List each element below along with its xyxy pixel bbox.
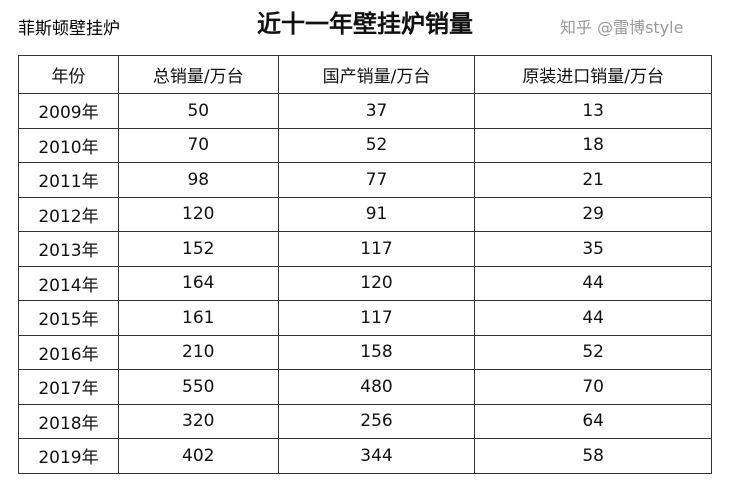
- table-row: 2017年 550 480 70: [18, 369, 712, 405]
- year-cell: 2010年: [18, 127, 119, 163]
- table-row: 2015年 161 117 44: [18, 300, 712, 336]
- table-row: 2011年 98 77 21: [18, 162, 712, 198]
- import-cell: 29: [474, 196, 712, 232]
- total-cell: 320: [117, 403, 279, 439]
- table-title: 近十一年壁挂炉销量: [257, 10, 473, 38]
- sales-table: 年份 总销量/万台 国产销量/万台 原装进口销量/万台 2009年 50 37 13 2…: [18, 55, 712, 474]
- total-cell: 550: [117, 369, 279, 405]
- domestic-cell: 117: [277, 231, 476, 267]
- domestic-cell: 120: [277, 265, 476, 301]
- domestic-cell: 117: [277, 300, 476, 336]
- import-cell: 44: [474, 265, 712, 301]
- header-row: 年份 总销量/万台 国产销量/万台 原装进口销量/万台: [18, 55, 712, 94]
- table-row: 2019年 402 344 58: [18, 438, 712, 474]
- total-cell: 210: [117, 334, 279, 370]
- total-cell: 402: [117, 438, 279, 474]
- overlay-caption: 菲斯顿壁挂炉: [18, 19, 120, 39]
- year-cell: 2016年: [18, 334, 119, 370]
- table-row: 2013年 152 117 35: [18, 231, 712, 267]
- import-cell: 52: [474, 334, 712, 370]
- import-cell: 35: [474, 231, 712, 267]
- total-cell: 70: [117, 127, 279, 163]
- header-total: 总销量/万台: [117, 55, 279, 94]
- table-row: 2012年 120 91 29: [18, 196, 712, 232]
- import-cell: 64: [474, 403, 712, 439]
- import-cell: 70: [474, 369, 712, 405]
- year-cell: 2019年: [18, 438, 119, 474]
- import-cell: 18: [474, 127, 712, 163]
- table-row: 2010年 70 52 18: [18, 127, 712, 163]
- year-cell: 2011年: [18, 162, 119, 198]
- table-row: 2018年 320 256 64: [18, 403, 712, 439]
- domestic-cell: 91: [277, 196, 476, 232]
- header-import: 原装进口销量/万台: [474, 55, 712, 94]
- table-row: 2016年 210 158 52: [18, 334, 712, 370]
- year-cell: 2012年: [18, 196, 119, 232]
- table-body: 2009年 50 37 13 2010年 70 52 18 2011年 98 77 21 2012年 12…: [18, 93, 712, 474]
- domestic-cell: 158: [277, 334, 476, 370]
- total-cell: 50: [117, 93, 279, 129]
- table-row: 2009年 50 37 13: [18, 93, 712, 129]
- total-cell: 120: [117, 196, 279, 232]
- header-domestic: 国产销量/万台: [277, 55, 476, 94]
- year-cell: 2015年: [18, 300, 119, 336]
- header-year: 年份: [18, 55, 119, 94]
- total-cell: 152: [117, 231, 279, 267]
- domestic-cell: 52: [277, 127, 476, 163]
- year-cell: 2014年: [18, 265, 119, 301]
- watermark: 知乎 @雷博style: [560, 18, 684, 37]
- year-cell: 2009年: [18, 93, 119, 129]
- total-cell: 98: [117, 162, 279, 198]
- domestic-cell: 37: [277, 93, 476, 129]
- year-cell: 2018年: [18, 403, 119, 439]
- import-cell: 58: [474, 438, 712, 474]
- total-cell: 164: [117, 265, 279, 301]
- year-cell: 2013年: [18, 231, 119, 267]
- year-cell: 2017年: [18, 369, 119, 405]
- domestic-cell: 480: [277, 369, 476, 405]
- import-cell: 44: [474, 300, 712, 336]
- import-cell: 21: [474, 162, 712, 198]
- total-cell: 161: [117, 300, 279, 336]
- domestic-cell: 77: [277, 162, 476, 198]
- domestic-cell: 344: [277, 438, 476, 474]
- import-cell: 13: [474, 93, 712, 129]
- table-row: 2014年 164 120 44: [18, 265, 712, 301]
- domestic-cell: 256: [277, 403, 476, 439]
